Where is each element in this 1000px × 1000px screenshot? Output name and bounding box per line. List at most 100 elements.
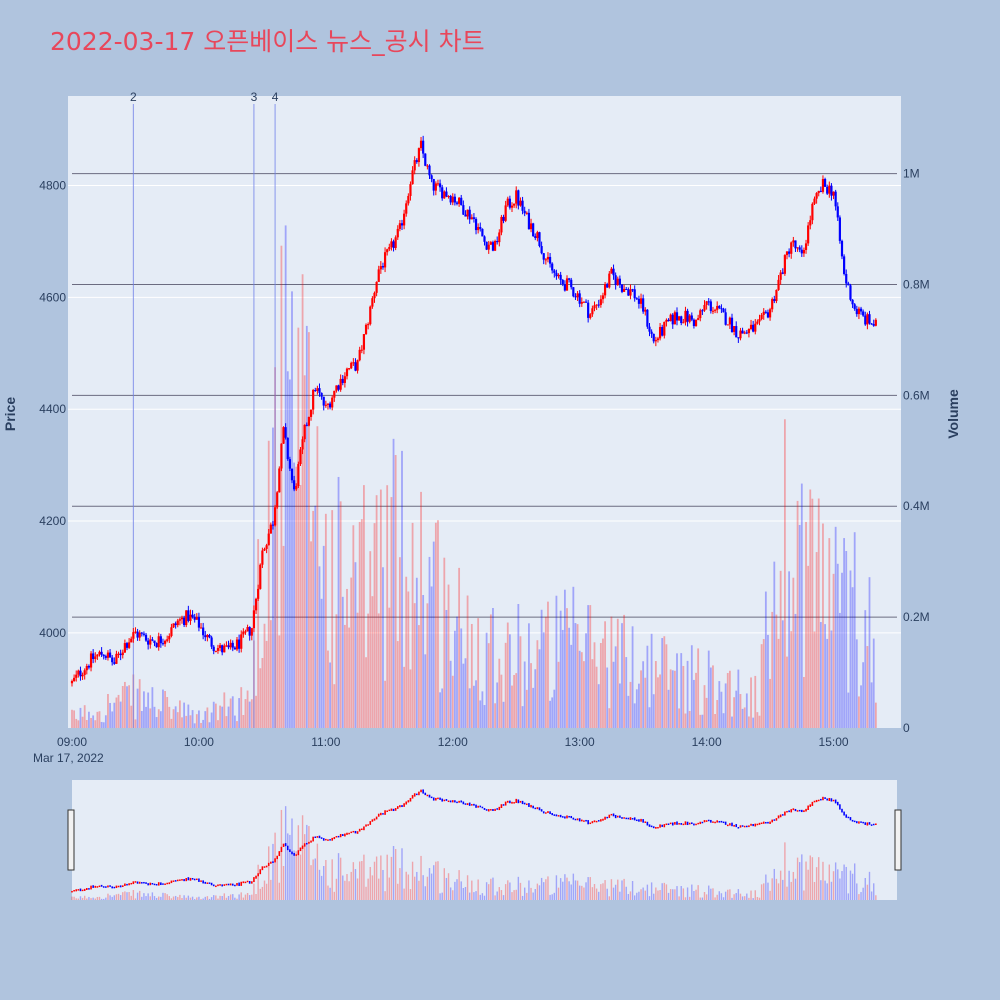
slider-volume-bar — [606, 888, 608, 900]
slider-volume-bar — [760, 884, 763, 900]
slider-volume-bar — [612, 887, 615, 900]
slider-volume-bar — [401, 848, 403, 900]
volume-bar — [733, 697, 736, 728]
candle-body — [183, 617, 186, 626]
slider-candle — [587, 820, 589, 825]
slider-candle — [356, 831, 359, 834]
volume-bar — [212, 701, 215, 728]
slider-candle — [322, 838, 325, 841]
candle-body — [834, 191, 837, 207]
slider-volume-bar — [255, 893, 257, 900]
slider-volume-bar — [276, 858, 278, 900]
slider-candle — [710, 819, 712, 823]
candle-body — [826, 186, 829, 194]
slider-volume-bar — [644, 890, 646, 900]
range-slider[interactable] — [72, 780, 897, 900]
slider-volume-bar — [667, 892, 670, 900]
volume-bar — [126, 686, 128, 728]
candle-body — [515, 190, 518, 204]
slider-candle — [83, 888, 86, 891]
candle-body — [635, 298, 638, 300]
slider-volume-bar — [853, 863, 856, 900]
slider-volume-bar — [234, 897, 236, 900]
volume-bar — [515, 673, 518, 728]
slider-candle — [327, 839, 329, 841]
volume-bar — [743, 707, 746, 728]
slider-volume-bar — [818, 857, 820, 900]
candle-body — [474, 218, 478, 231]
slider-candle — [384, 810, 386, 815]
volume-bar — [94, 720, 97, 728]
slider-candle — [274, 858, 276, 863]
candle-body — [269, 524, 272, 534]
slider-volume-bar — [143, 893, 145, 900]
slider-candle — [534, 807, 537, 810]
candle-body — [688, 315, 691, 322]
time-tick-label: 15:00 — [819, 735, 849, 749]
slider-candle — [657, 826, 659, 829]
candle-body — [333, 390, 336, 398]
volume-bar — [525, 689, 528, 728]
volume-bar — [602, 638, 604, 728]
candle-body — [202, 627, 205, 636]
volume-bar — [217, 720, 219, 728]
slider-volume-bar — [811, 857, 814, 900]
slider-volume-bar — [498, 887, 501, 900]
volume-bar — [415, 577, 418, 728]
volume-bar — [731, 716, 733, 728]
slider-volume-bar — [380, 855, 382, 900]
volume-bar — [830, 630, 833, 728]
volume-bar — [88, 711, 90, 728]
volume-bar — [240, 687, 243, 728]
candle-body — [559, 274, 562, 280]
volume-bar — [422, 595, 425, 728]
slider-volume-bar — [130, 895, 132, 900]
slider-volume-bar — [344, 880, 346, 900]
slider-candle — [790, 809, 793, 813]
slider-volume-bar — [303, 834, 306, 900]
slider-volume-bar — [801, 854, 803, 900]
slider-volume-bar — [452, 890, 454, 900]
slider-volume-bar — [845, 866, 847, 900]
slider-volume-bar — [788, 870, 790, 900]
slider-candle — [128, 883, 130, 886]
volume-bar — [371, 596, 374, 728]
range-slider-handle-left[interactable] — [67, 809, 75, 871]
slider-candle — [481, 806, 484, 809]
slider-candle — [866, 822, 869, 826]
candle-body — [411, 170, 414, 185]
slider-volume-bar — [430, 873, 433, 900]
volume-bar — [119, 701, 122, 728]
slider-candle — [350, 831, 353, 834]
slider-candle — [779, 814, 782, 818]
candle-body — [637, 298, 641, 304]
slider-candle — [532, 805, 534, 809]
slider-volume-bar — [145, 896, 147, 900]
slider-candle — [151, 883, 154, 885]
volume-bar — [781, 620, 784, 728]
candle-body — [540, 246, 543, 254]
slider-candle — [306, 842, 308, 845]
price-tick-label: 4600 — [39, 290, 66, 304]
slider-volume-bar — [411, 861, 414, 900]
candle-body — [737, 337, 740, 339]
volume-bar — [494, 703, 496, 728]
candle-body — [335, 385, 338, 391]
volume-bar — [322, 545, 325, 728]
slider-candle — [724, 821, 727, 825]
slider-volume-bar — [210, 897, 213, 900]
volume-bar — [506, 622, 509, 728]
range-slider-handle-right[interactable] — [894, 809, 902, 871]
candle-body — [113, 662, 116, 664]
slider-volume-bar — [557, 887, 560, 900]
candle-body — [823, 179, 827, 187]
candle-body — [278, 468, 281, 493]
slider-volume-bar — [743, 896, 746, 900]
candle-body — [872, 324, 875, 326]
slider-volume-bar — [688, 896, 691, 900]
slider-candle — [217, 884, 219, 887]
volume-bar — [528, 623, 530, 728]
volume-bar — [714, 713, 716, 728]
volume-bar — [862, 662, 865, 728]
candle-body — [849, 285, 852, 300]
